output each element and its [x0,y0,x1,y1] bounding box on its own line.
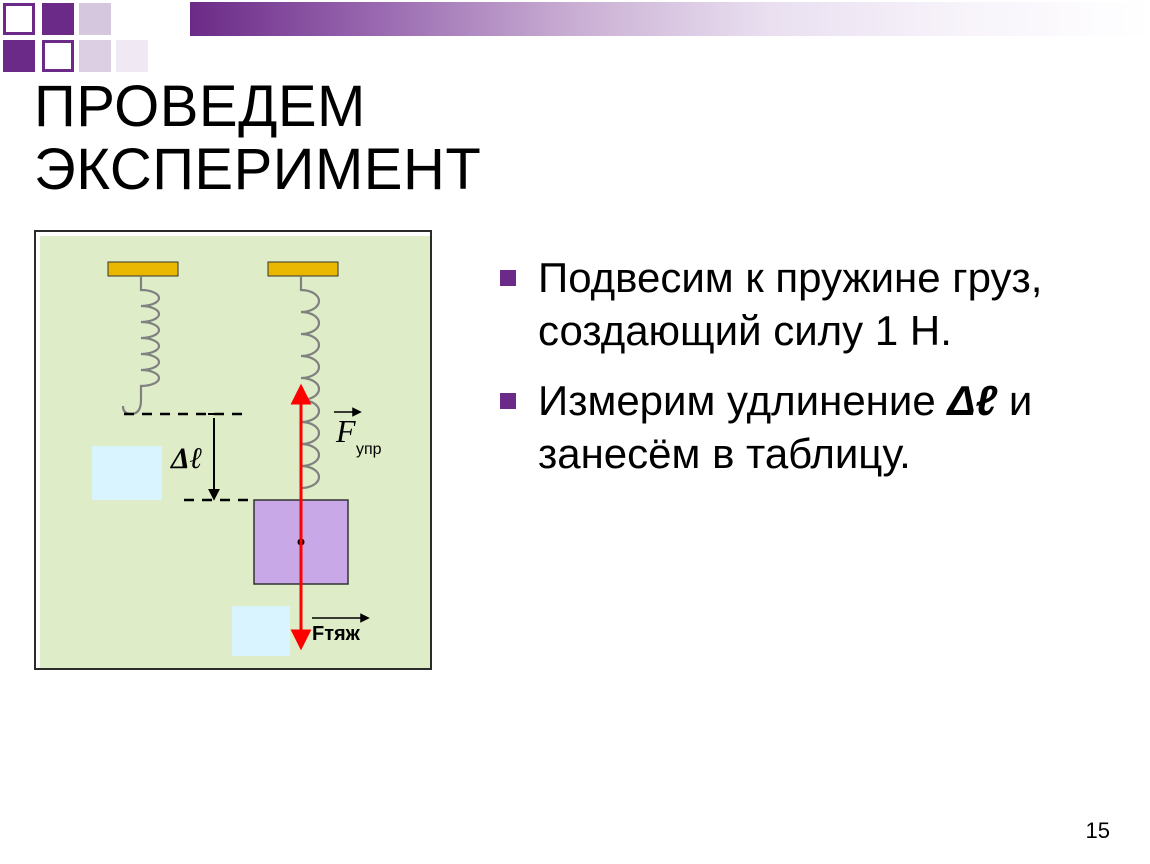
spring-diagram: Δℓ Fупр Fтяж [34,230,432,670]
bullet-marker-icon [500,393,516,409]
title-line-2: ЭКСПЕРИМЕНТ [34,139,481,202]
content-row: Δℓ Fупр Fтяж [34,230,432,670]
title-line-1: ПРОВЕДЕМ [34,76,481,139]
svg-text:Fтяж: Fтяж [312,623,361,645]
slide-title: ПРОВЕДЕМ ЭКСПЕРИМЕНТ [34,76,481,201]
decor-square [79,40,111,72]
svg-text:упр: упр [356,441,382,458]
decor-square [116,40,148,72]
top-gradient-bar [190,2,1150,36]
bullet-text: Измерим удлинение Δℓ и занесём в таблицу… [538,375,1110,480]
decor-square [42,3,74,35]
decor-square [42,40,74,72]
bullet-text: Подвесим к пружине груз, создающий силу … [538,252,1110,357]
bullet-item: Подвесим к пружине груз, создающий силу … [500,252,1110,357]
decor-square [79,3,111,35]
bullet-marker-icon [500,270,516,286]
decor-square [3,40,35,72]
slide-number: 15 [1086,818,1110,844]
svg-text:F: F [335,413,356,449]
decor-square [3,3,35,35]
slide: ПРОВЕДЕМ ЭКСПЕРИМЕНТ Δℓ Fупр Fтяж Подвесим… [0,0,1150,864]
svg-text:Δℓ: Δℓ [170,442,203,475]
bullet-item: Измерим удлинение Δℓ и занесём в таблицу… [500,375,1110,480]
bullet-list: Подвесим к пружине груз, создающий силу … [500,252,1110,498]
